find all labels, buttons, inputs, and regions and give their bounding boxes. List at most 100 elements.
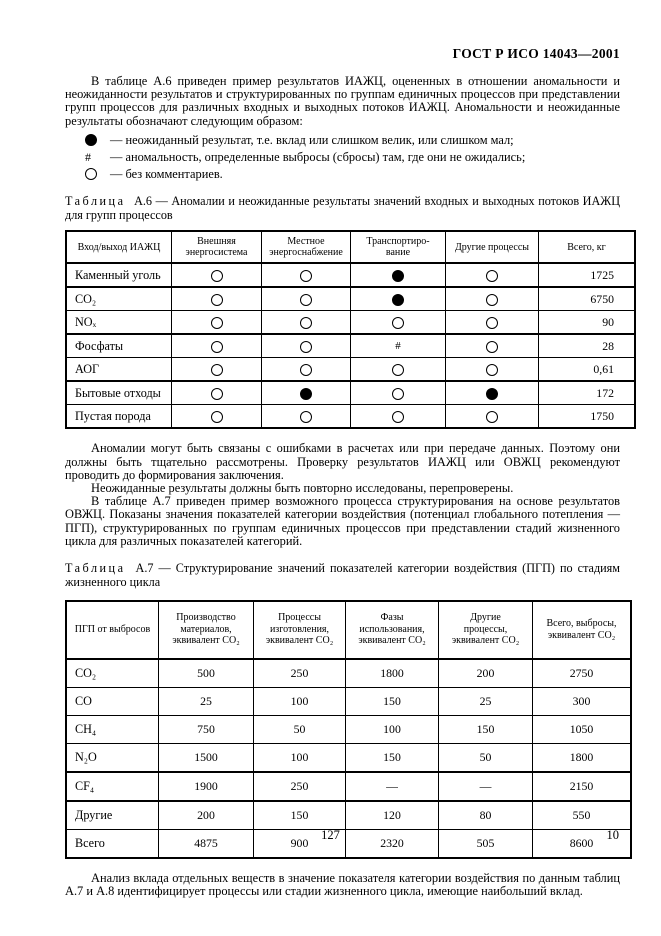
total-cell: 1725: [538, 262, 636, 288]
table-a7: ПГП от выбросов Производство материалов,…: [65, 599, 632, 859]
value-cell: 1800: [532, 742, 632, 773]
table-row: Фосфаты #28: [65, 333, 636, 359]
mark-cell: [350, 262, 446, 288]
table-row: CF₄ 1900 250— —2150: [65, 770, 632, 802]
intro-paragraph: В таблице А.6 приведен пример результато…: [65, 74, 620, 128]
open-circle-icon: [300, 293, 312, 306]
open-circle-icon: [486, 269, 498, 282]
row-label: Каменный уголь: [65, 262, 172, 288]
mark-cell: [445, 333, 539, 359]
open-circle-icon: [210, 410, 223, 423]
value-cell: 100: [345, 714, 439, 744]
value-cell: 50: [253, 714, 346, 744]
doc-header: ГОСТ Р ИСО 14043—2001: [452, 46, 620, 61]
legend-text: — без комментариев.: [110, 166, 223, 181]
column-header: Другие процессы: [445, 230, 539, 265]
mark-cell: [261, 262, 351, 288]
mark-cell: [350, 286, 446, 312]
open-circle-icon: [85, 168, 97, 181]
open-circle-icon: [300, 410, 312, 423]
value-cell: 200: [158, 799, 254, 830]
row-label: NOₓ: [65, 310, 172, 335]
caption-word: Таблица: [65, 193, 126, 208]
value-cell: 120: [345, 799, 439, 830]
value-cell: 750: [158, 714, 254, 744]
mark-cell: [350, 404, 446, 429]
row-label: CH₄: [65, 714, 159, 744]
table-row: Каменный уголь 1725: [65, 262, 636, 288]
open-circle-icon: [486, 363, 498, 376]
table-row: Другие 200 150 120 80 550: [65, 799, 632, 830]
mark-cell: [261, 310, 351, 335]
column-header: Внешняя энергосистема: [171, 230, 262, 265]
open-circle-icon: [210, 316, 223, 329]
mark-cell: [445, 404, 539, 429]
total-cell: 90: [538, 310, 636, 335]
legend-item: — без комментариев.: [85, 166, 620, 183]
mark-cell: [171, 380, 262, 406]
page-number-center: 127: [321, 828, 340, 842]
open-circle-icon: [392, 410, 404, 423]
legend-text: — неожиданный результат, т.е. вклад или …: [110, 132, 514, 147]
legend: — неожиданный результат, т.е. вклад или …: [85, 132, 620, 183]
open-circle-icon: [300, 340, 312, 353]
table-a7-body: CO₂ 500 250 1800 200 2750 CO 25 100 150 25 300 CH₄ 75…: [65, 658, 632, 859]
column-header: Процессы изготовления, эквивалент CO₂: [253, 600, 346, 660]
total-cell: 0,61: [538, 357, 636, 382]
column-header: Всего, кг: [538, 230, 636, 265]
row-label: CO₂: [65, 658, 159, 688]
value-cell: 2750: [532, 658, 632, 688]
value-cell: 900: [253, 828, 346, 859]
mark-cell: [171, 357, 262, 382]
row-label: CF₄: [65, 770, 159, 802]
open-circle-icon: [300, 269, 312, 282]
table-a6-caption: Таблица А.6 — Аномалии и неожиданные рез…: [65, 193, 620, 223]
row-label: АОГ: [65, 357, 172, 382]
open-circle-icon: [210, 340, 223, 353]
mark-cell: [171, 286, 262, 312]
value-cell: 1050: [532, 714, 632, 744]
total-cell: 6750: [538, 286, 636, 312]
value-cell: 550: [532, 799, 632, 830]
column-header: Вход/выход ИАЖЦ: [65, 230, 172, 265]
table-a6-header-row: Вход/выход ИАЖЦ Внешняя энергосистема Ме…: [65, 230, 636, 265]
open-circle-icon: [210, 269, 223, 282]
row-label: N₂O: [65, 742, 159, 773]
open-circle-icon: [210, 387, 223, 400]
open-circle-icon: [210, 363, 223, 376]
open-circle-icon: [392, 316, 404, 329]
paragraph: В таблице А.7 приведен пример возможного…: [65, 494, 620, 548]
legend-symbol: [85, 168, 110, 181]
mark-cell: [445, 357, 539, 382]
hash-icon: #: [85, 149, 91, 164]
value-cell: 150: [345, 686, 439, 716]
mark-cell: [350, 380, 446, 406]
total-cell: 1750: [538, 404, 636, 429]
open-circle-icon: [210, 293, 223, 306]
paragraph: Аномалии могут быть связаны с ошибками в…: [65, 441, 620, 482]
filled-circle-icon: [392, 293, 404, 306]
mark-cell: [350, 357, 446, 382]
value-cell: 50: [438, 742, 533, 773]
table-row: CO₂ 6750: [65, 286, 636, 312]
filled-circle-icon: [392, 269, 404, 282]
mark-cell: [261, 357, 351, 382]
open-circle-icon: [392, 363, 404, 376]
mark-cell: [261, 404, 351, 429]
legend-item: — неожиданный результат, т.е. вклад или …: [85, 132, 620, 149]
value-cell: 8600: [532, 828, 632, 859]
open-circle-icon: [486, 316, 498, 329]
column-header: Производство материалов, эквивалент CO₂: [158, 600, 254, 660]
value-cell: 150: [345, 742, 439, 773]
value-cell: 1500: [158, 742, 254, 773]
filled-circle-icon: [300, 387, 312, 400]
table-a7-header-row: ПГП от выбросов Производство материалов,…: [65, 600, 632, 660]
hash-mark-cell: #: [350, 333, 446, 359]
body-paragraphs: Аномалии могут быть связаны с ошибками в…: [65, 442, 620, 548]
mark-cell: [445, 262, 539, 288]
column-header: Транспортиро- вание: [350, 230, 446, 265]
value-cell: 250: [253, 658, 346, 688]
total-cell: 172: [538, 380, 636, 406]
value-cell: 100: [253, 686, 346, 716]
value-cell: 250: [253, 770, 346, 802]
